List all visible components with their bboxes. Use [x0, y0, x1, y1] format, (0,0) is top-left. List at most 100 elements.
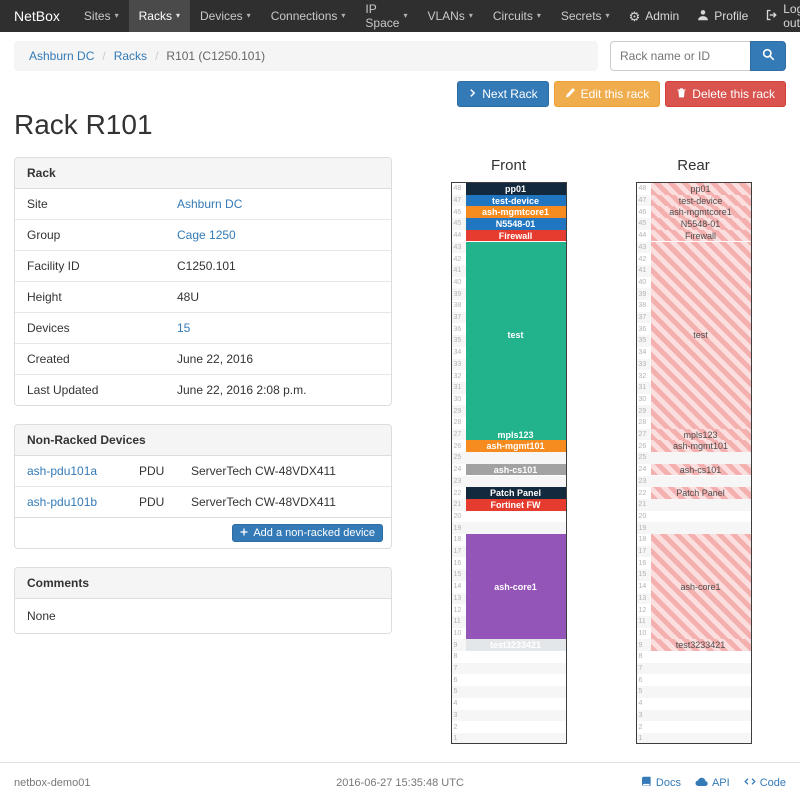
unit-number: 4: [638, 700, 643, 708]
attr-row-created: Created June 22, 2016: [15, 343, 391, 375]
nav-racks[interactable]: Racks ▾: [128, 0, 190, 32]
rack-device-front-ash-cs101[interactable]: ash-cs101: [465, 463, 566, 476]
rack-device-rear-mpls123[interactable]: mpls123: [650, 428, 751, 441]
rack-device-rear-test[interactable]: test: [650, 241, 751, 429]
next-rack-button[interactable]: Next Rack: [457, 81, 549, 107]
rack-device-rear-ash-mgmtcore1[interactable]: ash-mgmtcore1: [650, 206, 751, 219]
rack-device-front-ash-mgmtcore1[interactable]: ash-mgmtcore1: [465, 206, 566, 219]
unit-number: 21: [638, 501, 647, 509]
unit-number: 10: [453, 629, 462, 637]
nav-ip-space-label: IP Space: [365, 2, 400, 30]
unit-number: 16: [638, 559, 647, 567]
rack-device-rear-Firewall[interactable]: Firewall: [650, 229, 751, 242]
code-link[interactable]: Code: [743, 776, 786, 790]
rack-device-front-ash-core1[interactable]: ash-core1: [465, 534, 566, 640]
unit-number: 19: [638, 524, 647, 532]
rack-unit-front-4: 4: [451, 697, 566, 710]
unit-number: 15: [638, 571, 647, 579]
unit-number: 4: [453, 700, 458, 708]
unit-number: 8: [638, 653, 643, 661]
unit-number: 28: [453, 419, 462, 427]
rack-device-rear-ash-mgmt101[interactable]: ash-mgmt101: [650, 440, 751, 453]
rack-device-front-test-device[interactable]: test-device: [465, 194, 566, 207]
rack-panel-title: Rack: [15, 158, 391, 189]
edit-rack-button[interactable]: Edit this rack: [553, 81, 661, 107]
rack-device-front-ash-mgmt101[interactable]: ash-mgmt101: [465, 440, 566, 453]
nav-ip-space[interactable]: IP Space ▾: [355, 0, 417, 32]
unit-number: 11: [638, 618, 646, 626]
device-type: PDU: [139, 464, 165, 478]
rack-device-front-N5548-01[interactable]: N5548-01: [465, 218, 566, 230]
devices-count-link[interactable]: 15: [177, 321, 191, 335]
group-link[interactable]: Cage 1250: [177, 228, 236, 242]
device-link[interactable]: ash-pdu101b: [27, 495, 98, 509]
rack-device-rear-test3233421[interactable]: test3233421: [650, 639, 751, 651]
unit-number: 32: [638, 372, 647, 380]
breadcrumb-racks-link[interactable]: Racks: [113, 49, 148, 63]
search-input[interactable]: [610, 41, 750, 71]
nav-racks-label: Racks: [138, 9, 172, 23]
non-racked-panel-footer: Add a non-racked device: [15, 517, 391, 548]
unit-number: 33: [638, 360, 647, 368]
rack-device-front-Patch Panel[interactable]: Patch Panel: [465, 487, 566, 499]
nav-vlans[interactable]: VLANs ▾: [417, 0, 482, 32]
nav-devices[interactable]: Devices ▾: [190, 0, 261, 32]
unit-number: 47: [638, 197, 647, 205]
unit-number: 35: [453, 337, 462, 345]
rack-device-rear-pp01[interactable]: pp01: [650, 183, 751, 195]
rack-elevation-front: 48 47 46 45 44 43 42 41 40 39 38 37 36 35 34 33 32 31 30 29…: [450, 182, 567, 744]
unit-number: 23: [453, 477, 462, 485]
rear-face-title: Rear: [677, 157, 710, 174]
unit-number: 17: [453, 548, 462, 556]
unit-number: 35: [638, 337, 647, 345]
rack-device-rear-ash-core1[interactable]: ash-core1: [650, 534, 751, 640]
non-racked-device-row: ash-pdu101a PDU ServerTech CW-48VDX411: [15, 456, 391, 487]
rack-device-rear-ash-cs101[interactable]: ash-cs101: [650, 463, 751, 476]
nav-profile[interactable]: Profile: [688, 0, 757, 32]
unit-number: 12: [638, 606, 647, 614]
nav-connections[interactable]: Connections ▾: [261, 0, 356, 32]
unit-number: 38: [638, 302, 647, 310]
page-title: Rack R101: [14, 109, 153, 140]
rack-device-front-test[interactable]: test: [465, 241, 566, 429]
rack-device-front-test3233421[interactable]: test3233421: [465, 639, 566, 651]
unit-number: 26: [453, 442, 462, 450]
site-link[interactable]: Ashburn DC: [177, 197, 243, 211]
search-button[interactable]: [750, 41, 786, 71]
rack-device-front-Firewall[interactable]: Firewall: [465, 229, 566, 242]
docs-link[interactable]: Docs: [641, 776, 681, 790]
nav-secrets-label: Secrets: [560, 9, 602, 23]
breadcrumb-site-link[interactable]: Ashburn DC: [29, 49, 95, 63]
rack-device-rear-Patch Panel[interactable]: Patch Panel: [650, 487, 751, 499]
nav-connections-label: Connections: [270, 9, 338, 23]
rack-device-front-pp01[interactable]: pp01: [465, 183, 566, 195]
comments-panel-title: Comments: [15, 568, 391, 599]
pencil-icon: [565, 87, 576, 101]
non-racked-device-row: ash-pdu101b PDU ServerTech CW-48VDX411: [15, 486, 391, 517]
unit-number: 11: [453, 618, 461, 626]
unit-number: 40: [638, 278, 647, 286]
rack-device-rear-N5548-01[interactable]: N5548-01: [650, 218, 751, 230]
unit-number: 20: [453, 512, 462, 520]
api-link[interactable]: API: [695, 776, 730, 790]
nav-circuits[interactable]: Circuits ▾: [483, 0, 551, 32]
device-link[interactable]: ash-pdu101a: [27, 464, 98, 478]
brand-netbox[interactable]: NetBox: [14, 8, 60, 24]
unit-number: 21: [453, 501, 462, 509]
nav-secrets[interactable]: Secrets ▾: [551, 0, 620, 32]
unit-number: 39: [638, 290, 647, 298]
unit-number: 47: [453, 197, 462, 205]
unit-number: 34: [453, 349, 462, 357]
delete-rack-button[interactable]: Delete this rack: [665, 81, 786, 107]
unit-number: 8: [453, 653, 458, 661]
add-non-racked-device-button[interactable]: Add a non-racked device: [232, 524, 383, 542]
nav-logout[interactable]: Log out: [757, 0, 800, 32]
rack-device-rear-test-device[interactable]: test-device: [650, 194, 751, 207]
unit-number: 27: [453, 431, 462, 439]
user-menu: ⚙ Admin Profile Log out: [620, 0, 800, 32]
rack-device-front-Fortinet FW[interactable]: Fortinet FW: [465, 498, 566, 511]
attr-label: Site: [27, 197, 48, 211]
rack-device-front-mpls123[interactable]: mpls123: [465, 428, 566, 441]
nav-sites[interactable]: Sites ▾: [74, 0, 129, 32]
nav-admin[interactable]: ⚙ Admin: [620, 0, 689, 32]
